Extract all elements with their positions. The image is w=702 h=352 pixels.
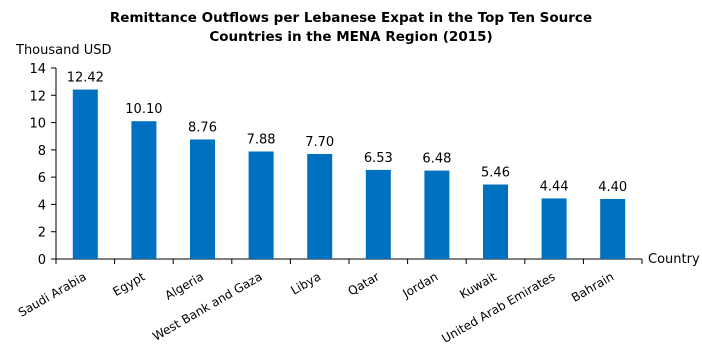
category-label: Saudi Arabia xyxy=(16,269,89,319)
y-tick-label: 0 xyxy=(38,253,46,268)
data-label: 6.53 xyxy=(364,151,393,166)
y-tick-label: 14 xyxy=(29,62,46,77)
category-label: Bahrain xyxy=(569,269,616,304)
data-label: 7.88 xyxy=(247,132,276,147)
bar xyxy=(307,153,333,259)
data-label: 4.44 xyxy=(540,179,569,194)
y-tick-label: 8 xyxy=(38,144,46,159)
chart-title: Remittance Outflows per Lebanese Expat i… xyxy=(0,9,702,47)
category-label: Kuwait xyxy=(457,269,499,301)
y-tick-label: 2 xyxy=(38,226,46,241)
data-label: 5.46 xyxy=(481,166,510,181)
bar xyxy=(424,170,450,259)
bar xyxy=(72,89,98,259)
data-label: 12.42 xyxy=(67,71,104,86)
bar xyxy=(541,198,567,259)
data-label: 7.70 xyxy=(305,135,334,150)
data-label: 4.40 xyxy=(598,180,627,195)
category-label: Egypt xyxy=(110,269,147,299)
bar xyxy=(131,121,157,259)
bar xyxy=(483,184,508,259)
category-label: West Bank and Gaza xyxy=(150,269,264,343)
data-label: 6.48 xyxy=(422,152,451,167)
y-tick-label: 10 xyxy=(29,117,46,132)
chart-title-line-1: Remittance Outflows per Lebanese Expat i… xyxy=(109,10,593,26)
bar xyxy=(248,151,274,259)
data-label: 10.10 xyxy=(125,102,162,117)
y-tick-label: 6 xyxy=(38,171,46,186)
bar xyxy=(600,198,626,259)
category-label: Libya xyxy=(288,269,323,297)
category-label: Jordan xyxy=(399,269,440,301)
x-axis-label: Country xyxy=(648,252,700,267)
bar xyxy=(365,169,391,259)
y-tick-label: 12 xyxy=(29,89,46,104)
chart-title-line-2: Countries in the MENA Region (2015) xyxy=(209,29,493,45)
bar xyxy=(190,139,215,259)
data-label: 8.76 xyxy=(188,120,217,135)
y-axis-label: Thousand USD xyxy=(16,43,112,58)
y-tick-label: 4 xyxy=(38,198,46,213)
category-label: Qatar xyxy=(346,269,382,298)
category-label: Algeria xyxy=(162,269,206,302)
